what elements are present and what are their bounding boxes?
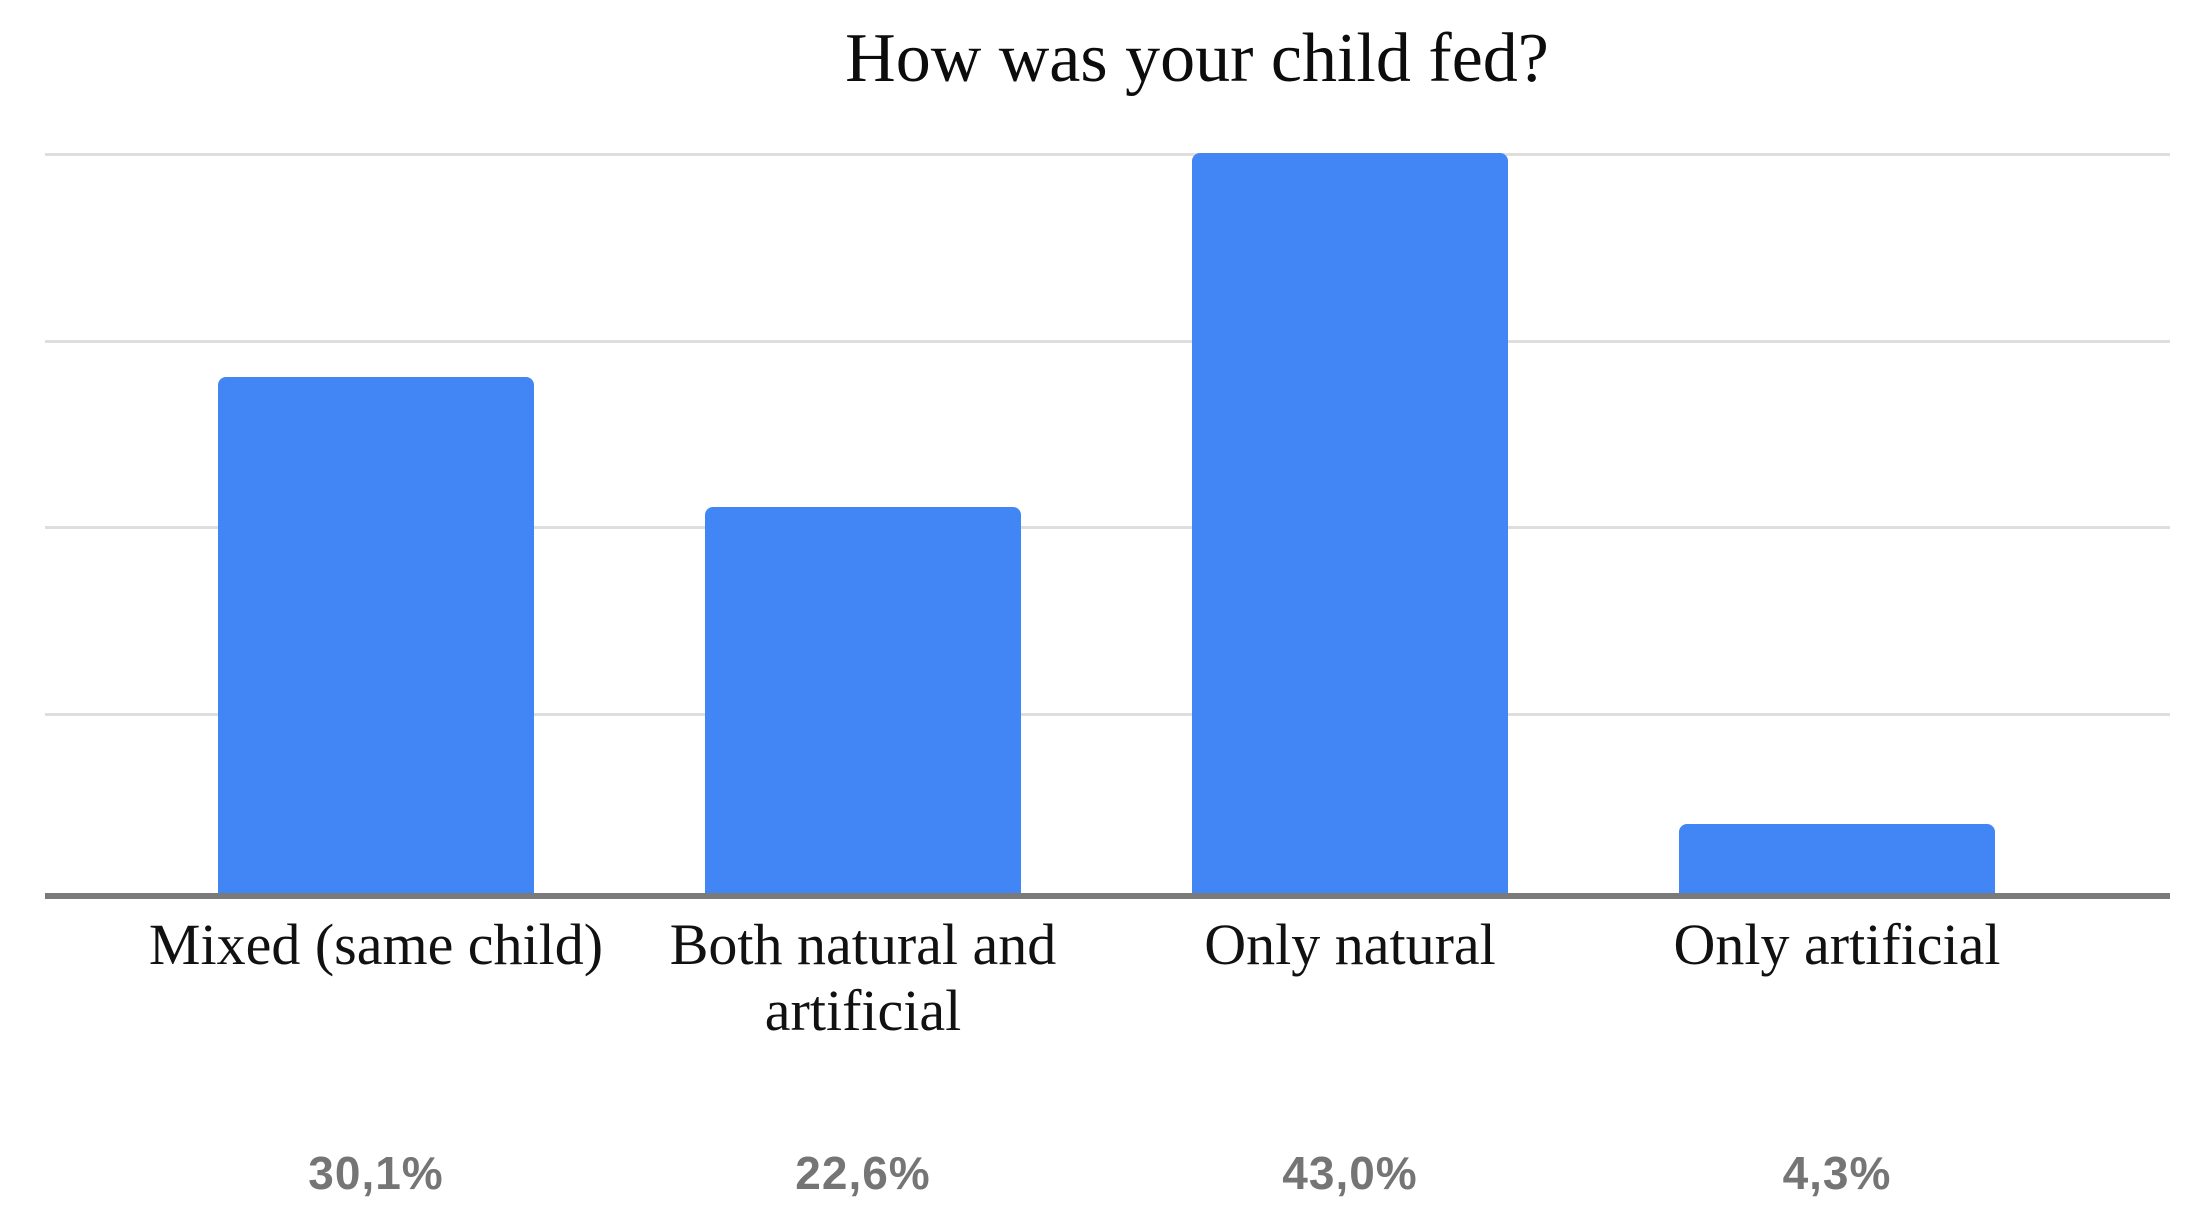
- value-label-only-artificial: 4,3%: [1782, 1147, 1892, 1199]
- bar-mixed-same-child: [218, 377, 534, 899]
- category-label-only-natural: Only natural: [1204, 912, 1496, 977]
- bar-only-artificial: [1679, 824, 1995, 899]
- category-label-both-natural-and-artificial: Both natural and artificial: [669, 912, 1057, 1043]
- gridline: [45, 526, 2170, 529]
- value-label-only-natural: 43,0%: [1282, 1147, 1418, 1199]
- category-label-mixed-same-child: Mixed (same child): [148, 912, 604, 977]
- gridline: [45, 153, 2170, 156]
- value-label-both-natural-and-artificial: 22,6%: [795, 1147, 931, 1199]
- gridline: [45, 340, 2170, 343]
- category-label-only-artificial: Only artificial: [1673, 912, 2001, 977]
- bar-both-natural-and-artificial: [705, 507, 1021, 899]
- x-axis-line: [45, 893, 2170, 899]
- value-label-mixed-same-child: 30,1%: [308, 1147, 444, 1199]
- bar-only-natural: [1192, 153, 1508, 899]
- chart-title: How was your child fed?: [845, 20, 1549, 97]
- gridline: [45, 713, 2170, 716]
